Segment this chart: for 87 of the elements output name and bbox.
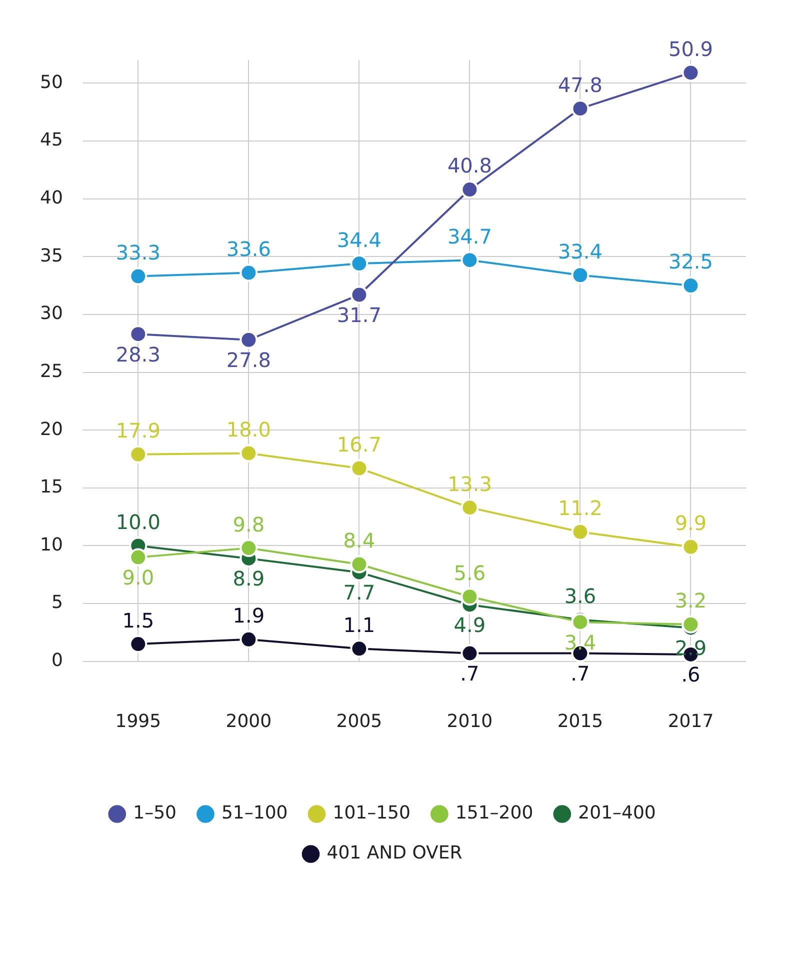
point xyxy=(350,254,368,273)
x-tick-label: 2015 xyxy=(557,710,604,732)
legend-label: 51–100 xyxy=(221,802,288,824)
data-label: 3.6 xyxy=(564,584,596,608)
point xyxy=(460,588,479,606)
y-tick-label: 5 xyxy=(51,592,63,614)
point xyxy=(129,325,148,344)
data-label: 27.8 xyxy=(226,348,271,372)
point xyxy=(350,286,368,304)
data-label: 17.9 xyxy=(116,418,160,443)
point xyxy=(240,330,258,349)
data-label: 47.8 xyxy=(558,72,602,97)
point xyxy=(682,276,700,295)
x-tick-label: 2010 xyxy=(446,710,493,732)
data-label: 40.8 xyxy=(447,154,492,178)
data-label: 33.3 xyxy=(116,240,160,264)
data-label: 4.9 xyxy=(454,612,486,637)
y-tick-label: 25 xyxy=(40,360,63,382)
data-label: 2.9 xyxy=(674,636,707,660)
data-label: 3.4 xyxy=(564,630,596,654)
legend-label: 101–150 xyxy=(332,802,410,824)
data-label: 34.4 xyxy=(336,228,382,252)
point xyxy=(571,100,590,118)
x-tick-label: 2017 xyxy=(668,710,714,732)
point xyxy=(240,630,258,648)
point xyxy=(571,613,590,632)
data-label: 7.7 xyxy=(343,580,376,605)
y-tick-label: 20 xyxy=(40,418,63,440)
data-label: 28.3 xyxy=(116,342,160,366)
y-tick-label: 0 xyxy=(51,650,63,672)
data-label: 11.2 xyxy=(558,496,602,520)
point xyxy=(460,251,479,270)
y-tick-label: 10 xyxy=(40,534,63,556)
x-tick-label: 1995 xyxy=(115,710,162,732)
point xyxy=(350,555,368,574)
point xyxy=(240,444,258,462)
x-tick-label: 2000 xyxy=(226,710,272,732)
data-label: 50.9 xyxy=(668,36,714,61)
y-tick-label: 40 xyxy=(40,187,63,208)
point xyxy=(129,635,148,654)
point xyxy=(129,445,148,464)
data-label: 31.7 xyxy=(336,302,382,327)
data-label: .7 xyxy=(460,662,480,686)
y-tick-label: 30 xyxy=(40,303,63,324)
y-tick-label: 50 xyxy=(40,72,63,93)
point xyxy=(460,498,479,517)
point xyxy=(129,267,148,286)
data-label: 1.1 xyxy=(343,612,376,637)
data-label: .6 xyxy=(681,662,700,687)
legend-label: 401 AND OVER xyxy=(326,842,462,864)
legend-label: 1–50 xyxy=(133,802,176,824)
data-label: 9.9 xyxy=(674,511,707,536)
y-tick-label: 35 xyxy=(40,245,63,266)
data-label: 33.6 xyxy=(226,237,271,262)
data-label: 3.2 xyxy=(674,588,707,613)
data-label: 16.7 xyxy=(336,432,382,456)
point xyxy=(129,548,148,566)
data-label: 9.0 xyxy=(122,566,154,590)
x-tick-label: 2005 xyxy=(336,710,382,732)
data-label: 8.4 xyxy=(343,528,376,552)
y-tick-label: 15 xyxy=(40,476,63,498)
point xyxy=(682,64,700,82)
data-label: 8.9 xyxy=(232,566,265,591)
legend-label: 151–200 xyxy=(455,802,534,824)
y-tick-label: 45 xyxy=(40,130,63,151)
data-label: 5.6 xyxy=(454,560,486,585)
data-label: 32.5 xyxy=(668,250,714,274)
point xyxy=(682,615,700,634)
point xyxy=(571,522,590,541)
data-label: 1.5 xyxy=(122,608,154,632)
point xyxy=(460,644,479,662)
data-label: 1.9 xyxy=(232,604,265,628)
point xyxy=(240,539,258,558)
point xyxy=(240,264,258,282)
data-label: 9.8 xyxy=(232,512,265,536)
data-label: 33.4 xyxy=(558,239,602,264)
point xyxy=(682,538,700,556)
data-label: 18.0 xyxy=(226,417,271,442)
data-label: 13.3 xyxy=(447,472,492,496)
point xyxy=(350,459,368,478)
data-label: 10.0 xyxy=(116,510,160,534)
data-label: .7 xyxy=(570,662,590,686)
data-label: 34.7 xyxy=(447,224,492,248)
point xyxy=(571,266,590,284)
point xyxy=(350,640,368,658)
point xyxy=(460,180,479,199)
legend-label: 201–400 xyxy=(578,802,656,824)
